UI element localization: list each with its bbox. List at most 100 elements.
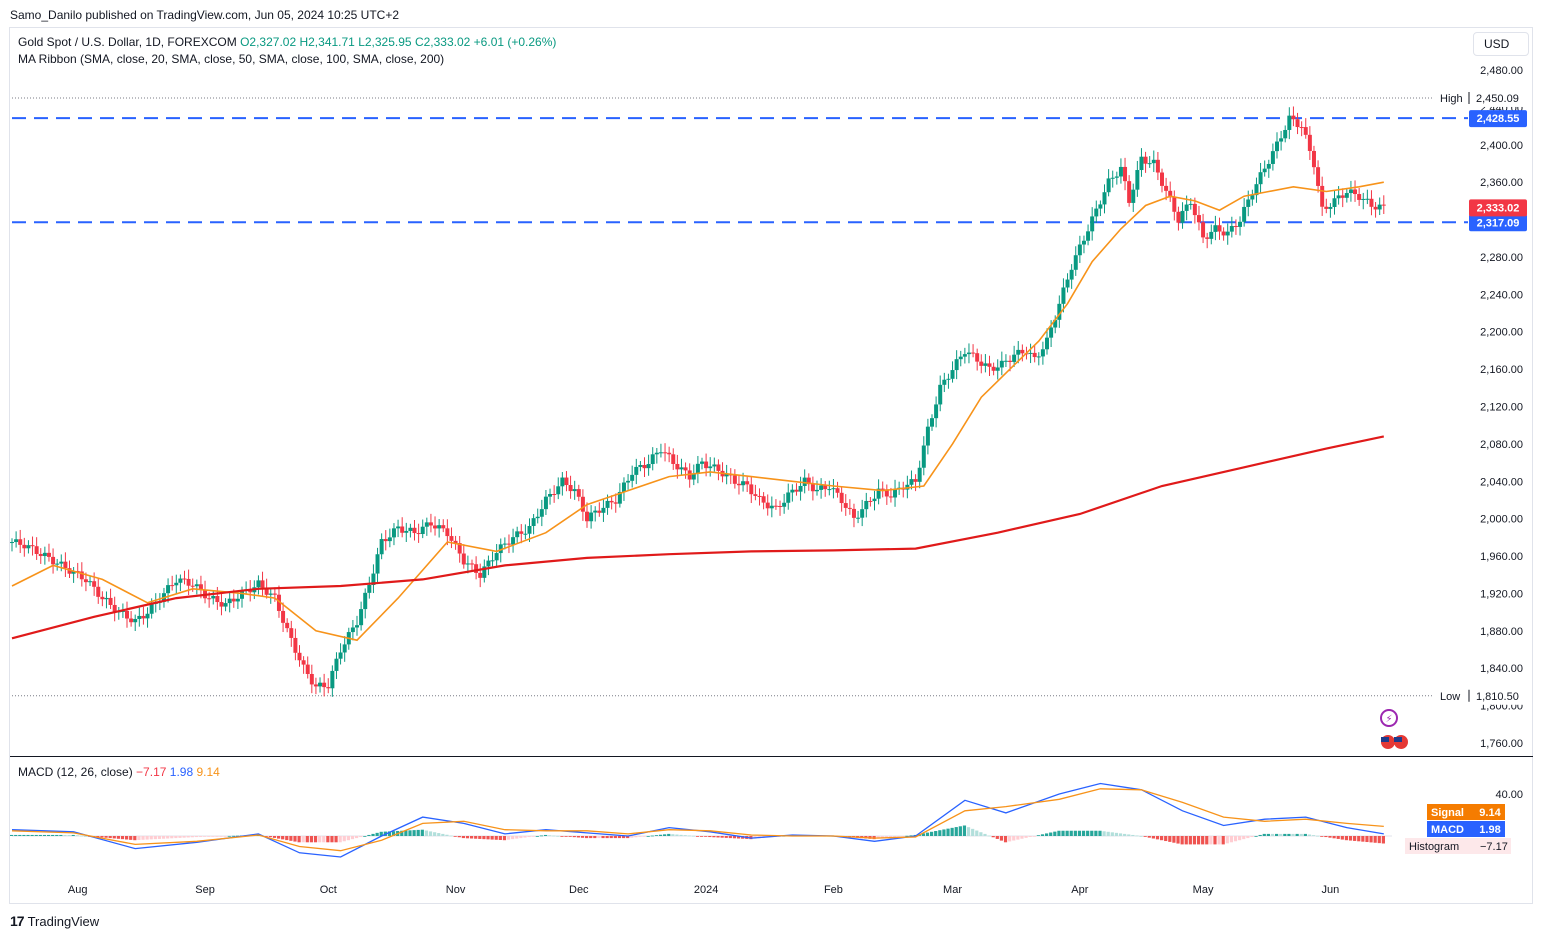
price-tick-label: 2,480.00	[1480, 65, 1523, 77]
macd-legend[interactable]: MACD (12, 26, close) −7.17 1.98 9.14	[18, 765, 220, 779]
macd-histogram-bar	[515, 836, 519, 839]
currency-button[interactable]: USD	[1473, 32, 1529, 56]
macd-histogram-bar	[322, 836, 326, 843]
macd-histogram-bar	[408, 830, 412, 836]
candle-body	[1377, 204, 1382, 210]
candle-body	[983, 363, 988, 366]
high-tag-value: 2,450.09	[1476, 93, 1519, 105]
axes: 2,480.002,440.002,400.002,360.002,320.00…	[68, 65, 1523, 896]
macd-histogram-bar	[404, 830, 408, 836]
macd-histogram-bar	[437, 833, 441, 836]
candle-body	[930, 418, 934, 427]
macd-histogram-bar	[1361, 836, 1365, 842]
candle-body	[297, 652, 302, 661]
price-tick-label: 1,960.00	[1480, 551, 1523, 563]
macd-tag-value: 1.98	[1479, 824, 1500, 836]
level-price-tag: 2,317.09	[1477, 217, 1520, 229]
high-tag-bg	[1434, 89, 1528, 107]
macd-histogram-bar	[909, 835, 913, 837]
candle-body	[498, 544, 503, 554]
macd-histogram-bar	[1045, 833, 1049, 836]
candle-body	[1155, 159, 1160, 173]
macd-histogram-bar	[219, 836, 223, 837]
candle-body	[806, 477, 811, 485]
macd-histogram-bar	[297, 836, 301, 843]
candle-body	[1311, 150, 1316, 168]
candle-body	[773, 505, 778, 507]
candle-body	[215, 596, 220, 603]
ohlc-high: H2,341.71	[299, 35, 355, 49]
candle-body	[1003, 360, 1008, 362]
macd-tick-label: 40.00	[1495, 789, 1523, 801]
candle-body	[34, 546, 39, 554]
macd-histogram-bar	[441, 833, 445, 836]
macd-histogram-bar	[539, 835, 544, 837]
candle-body	[954, 359, 959, 371]
macd-histogram-bar	[884, 836, 889, 838]
chart-frame	[9, 27, 1533, 904]
macd-histogram-bar	[724, 836, 728, 838]
candle-body	[1016, 349, 1021, 355]
macd-legend-signal: 9.14	[196, 765, 220, 779]
candle-body	[872, 498, 877, 502]
macd-histogram-bar	[1131, 834, 1135, 836]
macd-histogram-bar	[182, 836, 186, 838]
macd-histogram-bar	[531, 836, 535, 837]
macd-histogram-bar	[1077, 830, 1082, 836]
macd-histogram-bar	[966, 827, 971, 836]
candle-body	[704, 461, 709, 469]
candle-body	[823, 485, 828, 490]
candle-body	[149, 603, 154, 614]
candle-body	[1213, 225, 1218, 232]
candle-body	[379, 539, 384, 555]
candle-body	[527, 525, 532, 534]
macd-histogram-bar	[420, 829, 424, 836]
candle-body	[1032, 352, 1037, 358]
macd-histogram-bar	[1114, 832, 1119, 836]
ma-ribbon-legend[interactable]: MA Ribbon (SMA, close, 20, SMA, close, 5…	[18, 52, 445, 66]
time-tick-label: Apr	[1071, 884, 1088, 896]
candle-body	[827, 489, 832, 491]
candle-body	[478, 572, 483, 578]
macd-histogram-bar	[264, 836, 268, 837]
candle-body	[322, 682, 327, 688]
candle-body	[556, 486, 561, 495]
macd-histogram-bar	[1295, 833, 1299, 836]
candle-body	[1131, 189, 1136, 203]
macd-histogram-bar	[235, 835, 240, 837]
candle-body	[942, 379, 947, 385]
macd-histogram-bar	[634, 836, 638, 838]
macd-histogram-bar	[494, 836, 498, 840]
candle-body	[1106, 178, 1111, 193]
tradingview-logo[interactable]: 17 TradingView	[10, 913, 99, 929]
candle-body	[1139, 156, 1144, 171]
candles	[10, 106, 1386, 697]
macd-histogram-bar	[921, 833, 925, 836]
symbol-title[interactable]: Gold Spot / U.S. Dollar, 1D, FOREXCOM	[18, 35, 237, 49]
candle-body	[732, 475, 737, 484]
macd-histogram-bar	[371, 833, 375, 836]
candle-body	[174, 582, 179, 586]
macd-histogram-bar	[1311, 835, 1316, 836]
macd-histogram-bar	[215, 836, 219, 837]
macd-histogram-bar	[523, 836, 527, 838]
candle-body	[757, 495, 762, 497]
candle-body	[182, 578, 187, 580]
macd-histogram-bar	[59, 834, 63, 836]
macd-histogram-bar	[535, 836, 539, 837]
candle-body	[1180, 210, 1185, 223]
candle-body	[59, 561, 64, 564]
macd-histogram-bar	[133, 836, 137, 841]
time-tick-label: Dec	[569, 884, 589, 896]
macd-histogram-bar	[100, 836, 104, 838]
macd-histogram-bar	[367, 834, 371, 836]
macd-tag-name: MACD	[1431, 824, 1464, 836]
macd-histogram-bar	[589, 836, 593, 839]
candle-body	[227, 598, 232, 604]
macd-histogram-bar	[137, 836, 141, 840]
candle-body	[716, 464, 721, 471]
candle-body	[991, 366, 996, 371]
macd-histogram-bar	[301, 836, 305, 843]
candle-body	[888, 496, 893, 498]
